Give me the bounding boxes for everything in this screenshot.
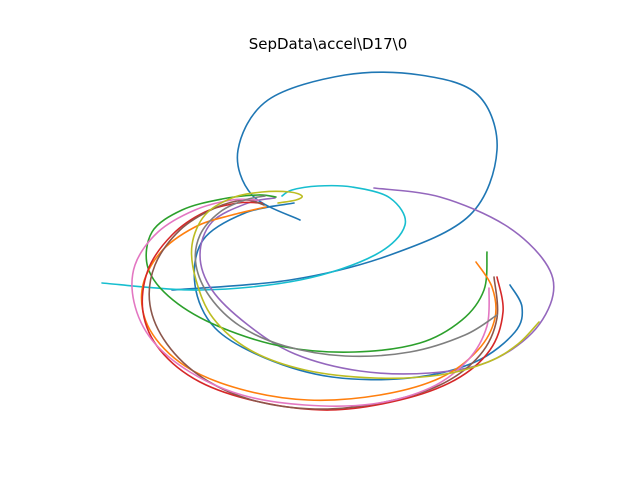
series-line-8 [148, 199, 499, 410]
series-line-10 [194, 195, 498, 358]
series-layer [101, 71, 555, 411]
series-line-6 [140, 206, 497, 402]
chart-title: SepData\accel\D17\0 [249, 35, 408, 53]
series-line-1 [171, 71, 498, 291]
series-line-2 [193, 202, 524, 381]
series-line-3 [101, 184, 407, 291]
series-line-4 [199, 187, 555, 375]
series-line-7 [141, 201, 504, 411]
series-line-5 [145, 194, 488, 353]
series-line-11 [190, 190, 540, 380]
series-line-9 [131, 198, 490, 407]
